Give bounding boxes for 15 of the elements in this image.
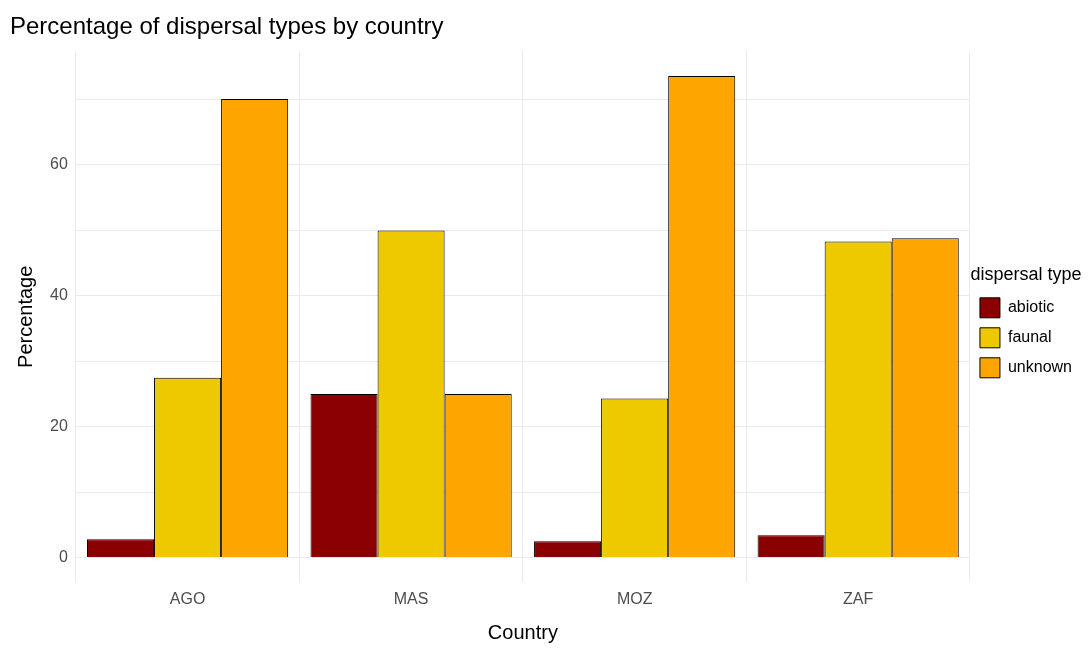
x-tick-label: ZAF <box>843 589 874 607</box>
x-tick-label: AGO <box>169 589 206 607</box>
legend-label: abiotic <box>1007 298 1055 316</box>
y-tick-label: 20 <box>50 417 68 435</box>
y-tick-label: 0 <box>58 548 68 565</box>
chart-title: Percentage of dispersal types by country <box>10 12 444 40</box>
legend-title: dispersal type <box>970 264 1082 285</box>
y-tick-label: 40 <box>50 286 68 304</box>
y-axis-title: Percentage <box>13 265 36 368</box>
x-axis-title: Country <box>487 620 558 643</box>
legend-label: unknown <box>1007 358 1072 376</box>
legend-label: faunal <box>1007 328 1052 346</box>
x-tick-label: MAS <box>393 589 429 607</box>
x-tick-label: MOZ <box>616 589 653 607</box>
y-tick-label: 60 <box>50 155 68 173</box>
